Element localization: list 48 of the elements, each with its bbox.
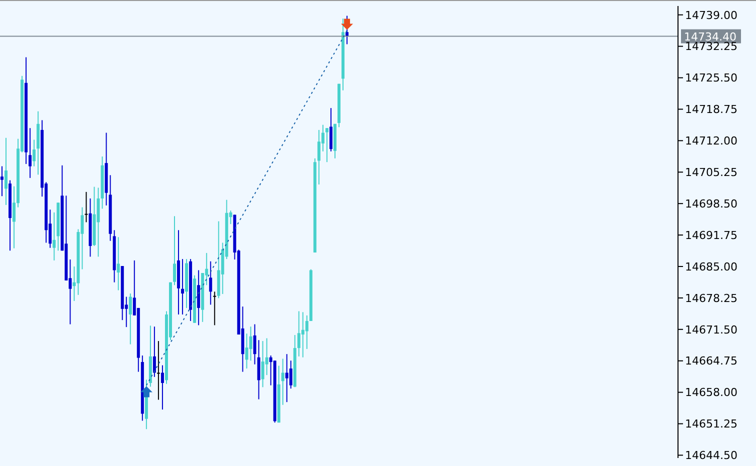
candlestick — [96, 187, 100, 258]
y-tick-label: 14712.00 — [685, 134, 738, 148]
candlestick — [245, 333, 248, 370]
candlestick — [160, 364, 164, 410]
candlestick — [329, 108, 332, 152]
candlestick — [116, 236, 120, 291]
candlestick — [281, 358, 284, 406]
y-tick-label: 14725.50 — [685, 72, 738, 85]
y-tick-label: 14651.25 — [685, 418, 738, 431]
candlestick — [325, 128, 328, 163]
y-tick-label: 14718.75 — [685, 103, 738, 116]
candlestick — [128, 293, 132, 345]
candlestick — [253, 324, 256, 365]
candlestick — [4, 137, 8, 206]
candlestick — [261, 340, 264, 388]
candlestick — [257, 340, 260, 400]
candlestick — [144, 379, 148, 430]
candlestick — [285, 354, 288, 403]
y-tick-label: 14658.00 — [685, 386, 738, 400]
y-tick-label: 14664.75 — [685, 354, 738, 368]
candlestick — [181, 258, 184, 315]
candlestick — [84, 191, 88, 223]
candlestick — [173, 216, 176, 286]
candlestick — [265, 338, 268, 376]
candlestick — [152, 326, 156, 378]
y-tick-label: 14685.00 — [685, 260, 738, 274]
candlestick — [289, 360, 292, 390]
candlestick — [213, 291, 216, 326]
y-tick-label: 14644.50 — [685, 449, 738, 462]
candlestick — [28, 128, 32, 178]
y-tick-label: 14691.75 — [685, 228, 738, 242]
candlestick — [197, 270, 200, 326]
candlestick — [297, 310, 300, 357]
candlestick — [156, 340, 160, 400]
candlestick — [305, 314, 308, 350]
candlestick — [249, 326, 252, 362]
candlestick — [0, 166, 4, 197]
candlestick — [317, 129, 320, 185]
candlestick — [32, 139, 36, 167]
candlestick — [301, 312, 304, 358]
y-tick-label: 14739.00 — [685, 8, 738, 22]
y-tick-label: 14705.25 — [685, 166, 738, 180]
candlestick — [209, 260, 212, 306]
y-tick-label: 14698.50 — [685, 197, 738, 210]
candlestick — [52, 212, 56, 261]
y-tick-label: 14671.50 — [685, 323, 738, 336]
candlestick — [346, 15, 349, 45]
y-tick-label: 14678.25 — [685, 292, 738, 305]
